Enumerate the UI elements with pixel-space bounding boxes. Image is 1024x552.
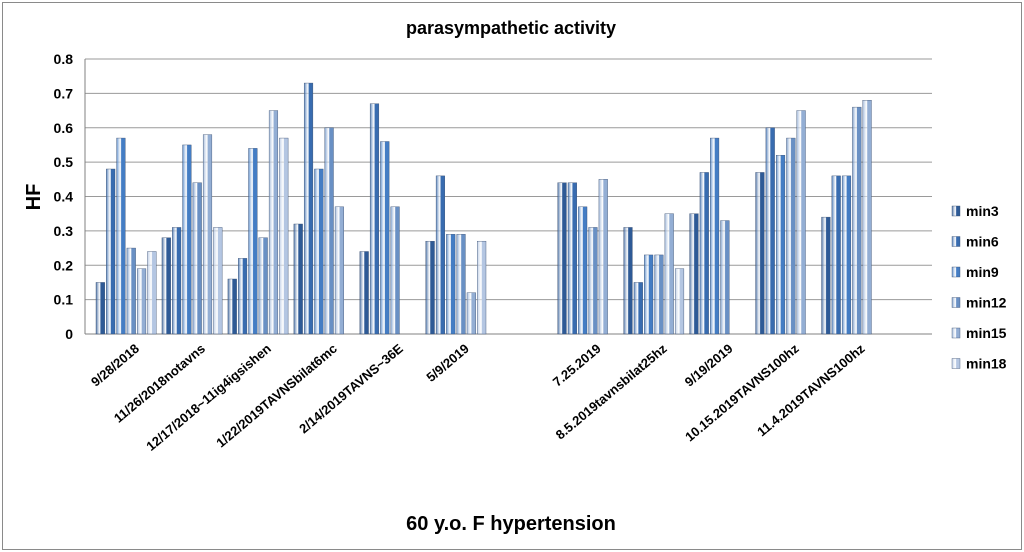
x-axis-label: 60 y.o. F hypertension: [406, 513, 616, 535]
legend-label-min15: min15: [966, 325, 1007, 341]
bar-min12: [852, 106, 862, 335]
y-tick-label: 0.5: [54, 154, 74, 170]
bar-min3: [95, 282, 105, 335]
bar-min18: [147, 251, 157, 335]
bar-min12: [654, 254, 664, 335]
bar-min15: [598, 179, 608, 335]
x-tick-label: 12/17/2018~11ig4igsishen: [143, 341, 274, 454]
bar-min6: [831, 175, 841, 335]
legend-label-min18: min18: [966, 356, 1007, 372]
bar-min6: [369, 103, 380, 335]
bar-min15: [466, 292, 476, 335]
bar-min12: [786, 137, 796, 335]
bar-min12: [324, 127, 334, 335]
bar-min15: [796, 110, 806, 335]
y-tick-label: 0: [65, 326, 73, 342]
legend-label-min12: min12: [966, 295, 1007, 311]
bar-min3: [161, 237, 171, 335]
bar-min9: [775, 155, 786, 335]
y-tick-label: 0.1: [54, 292, 74, 308]
bar-min15: [664, 213, 674, 335]
bar-min9: [578, 206, 588, 335]
legend-swatch-min6: [951, 236, 961, 247]
bar-min9: [446, 234, 456, 335]
bar-min6: [567, 182, 577, 335]
x-tick-label: 11.4.2019TAVNS100hz: [754, 340, 868, 439]
x-tick-label: 10.15.2019TAVNS100hz: [682, 340, 802, 444]
bar-min12: [192, 182, 202, 335]
legend-swatch-min15: [951, 327, 961, 339]
bar-min9: [116, 137, 126, 335]
legend-swatch-min18: [951, 358, 961, 369]
bars: [95, 82, 872, 335]
x-tick-label: 8.5.2019tavnsbilat25hz: [553, 340, 670, 442]
bar-min9: [182, 144, 192, 335]
bar-min9: [314, 168, 324, 335]
bar-min3: [623, 227, 633, 335]
bar-min3: [227, 278, 237, 335]
bar-min6: [238, 258, 248, 335]
bar-min3: [557, 182, 567, 335]
x-axis-ticks: 9/28/201811/26/2018notavns12/17/2018~11i…: [88, 340, 868, 453]
bar-min9: [248, 148, 258, 335]
bar-min15: [268, 110, 279, 335]
y-tick-label: 0.8: [54, 51, 74, 67]
x-tick-label: 7.25.2019: [550, 341, 604, 390]
bar-min3: [821, 216, 831, 335]
legend-swatch-min3: [951, 205, 961, 217]
bar-min6: [633, 282, 643, 335]
bar-min15: [862, 100, 872, 335]
bar-min15: [202, 134, 213, 335]
bar-min6: [303, 82, 314, 335]
y-tick-label: 0.7: [54, 85, 74, 101]
bar-min6: [435, 175, 445, 335]
x-tick-label: 1/22/2019TAVNSbilat6mc: [213, 341, 340, 451]
bar-min18: [213, 227, 223, 335]
legend-swatch-min12: [951, 297, 961, 308]
x-tick-label: 9/28/2018: [88, 341, 142, 390]
legend-label-min3: min3: [966, 203, 999, 219]
bar-min18: [477, 240, 487, 335]
bar-min6: [699, 172, 709, 335]
legend-label-min6: min6: [966, 234, 999, 250]
bar-min12: [720, 220, 730, 335]
bar-min9: [841, 175, 852, 335]
bar-min3: [425, 240, 435, 335]
bar-min6: [172, 227, 182, 335]
bar-min6: [106, 168, 116, 335]
bar-min3: [689, 213, 699, 335]
bar-min9: [644, 254, 654, 335]
x-tick-label: 5/9/2019: [423, 341, 471, 385]
bar-min15: [334, 206, 344, 335]
chart-title: parasympathetic activity: [406, 18, 616, 38]
legend-swatch-min9: [951, 266, 961, 278]
y-axis-ticks: 0 0.1 0.2 0.3 0.4 0.5 0.6 0.7 0.8: [54, 51, 74, 342]
bar-min12: [588, 227, 598, 335]
legend-label-min9: min9: [966, 264, 999, 280]
bar-min9: [710, 137, 720, 335]
bar-min9: [380, 141, 390, 335]
bar-min15: [136, 268, 147, 335]
legend: min3 min6 min9 min12 min15 min18: [951, 203, 1007, 372]
y-tick-label: 0.6: [54, 120, 74, 136]
bar-min18: [279, 137, 289, 335]
bar-min3: [293, 223, 303, 335]
bar-min3: [755, 172, 765, 335]
x-tick-label: 9/19/2019: [682, 341, 736, 390]
bar-min12: [258, 237, 268, 335]
bar-min18: [674, 268, 685, 335]
bar-min12: [390, 206, 400, 335]
y-tick-label: 0.2: [54, 257, 74, 273]
bar-min3: [359, 251, 369, 335]
bar-min12: [456, 234, 466, 335]
bar-min6: [765, 127, 775, 335]
bar-min12: [126, 247, 136, 335]
y-tick-label: 0.3: [54, 223, 74, 239]
y-axis-label: HF: [23, 184, 45, 211]
y-tick-label: 0.4: [54, 189, 74, 205]
